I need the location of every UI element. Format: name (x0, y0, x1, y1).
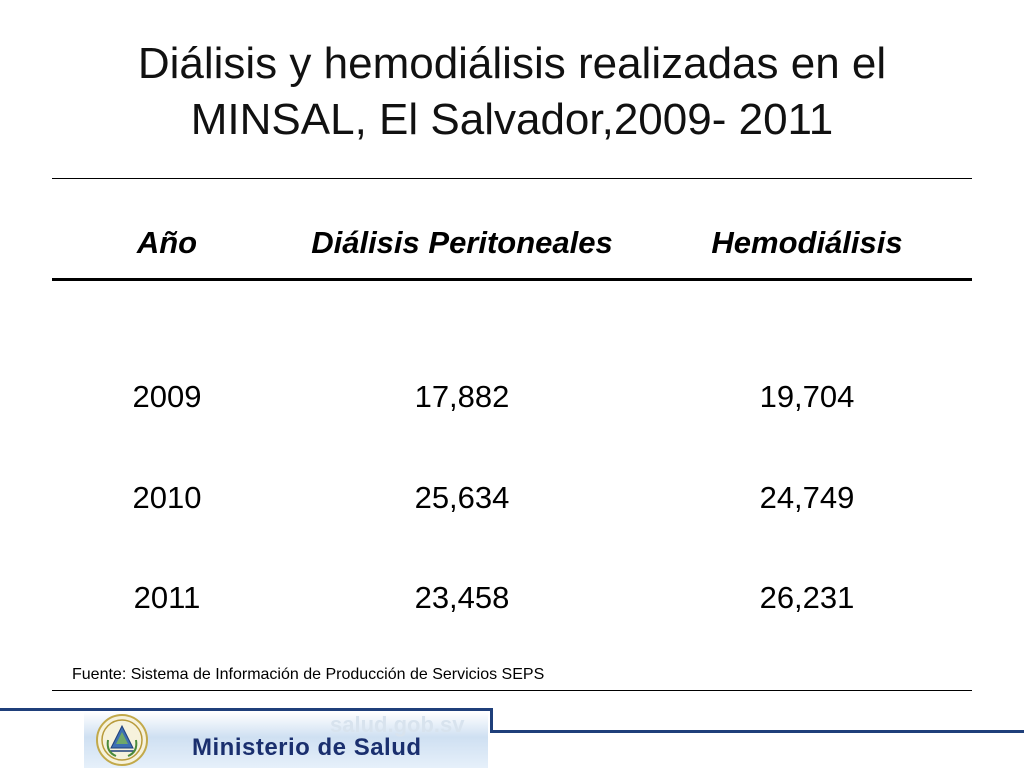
cell-year: 2011 (52, 552, 282, 691)
table-row: 2009 17,882 19,704 (52, 280, 972, 444)
cell-hemodialysis: 24,749 (759, 479, 855, 515)
cell-peritoneal: 17,882 (414, 379, 510, 414)
dialysis-table: Año Diálisis Peritoneales Hemodiálisis 2… (52, 208, 972, 691)
table-header-row: Año Diálisis Peritoneales Hemodiálisis (52, 208, 972, 281)
header-year: Año (52, 208, 282, 281)
cell-peritoneal: 23,458 (282, 552, 642, 691)
title-divider (52, 178, 972, 179)
cell-hemodialysis: 19,704 (759, 379, 855, 414)
ministry-website: salud.gob.sv (330, 712, 465, 737)
cell-hemodialysis: 26,231 (642, 552, 972, 691)
slide-title-line-2: MINSAL, El Salvador,2009- 2011 (190, 95, 834, 144)
cell-year: 2010 (132, 479, 202, 515)
footer-line-step (490, 708, 493, 733)
source-note: Fuente: Sistema de Información de Produc… (72, 666, 545, 683)
el-salvador-coat-of-arms-icon (96, 714, 148, 766)
cell-peritoneal: 25,634 (414, 479, 510, 515)
footer-line-left (0, 708, 493, 711)
ministry-banner: salud.gob.sv Ministerio de Salud (84, 712, 488, 768)
header-hemodialysis: Hemodiálisis (642, 208, 972, 281)
table-row: 2011 23,458 26,231 (52, 552, 972, 691)
header-peritoneal-dialysis: Diálisis Peritoneales (282, 208, 642, 281)
footer-line-right (490, 730, 1024, 733)
slide-title-line-1: Diálisis y hemodiálisis realizadas en el (137, 39, 887, 88)
table-row: 2010 25,634 24,749 (52, 443, 972, 552)
slide-title: Diálisis y hemodiálisis realizadas en el… (0, 36, 1024, 148)
cell-year: 2009 (132, 379, 202, 414)
ministry-name: Ministerio de Salud (192, 734, 422, 761)
